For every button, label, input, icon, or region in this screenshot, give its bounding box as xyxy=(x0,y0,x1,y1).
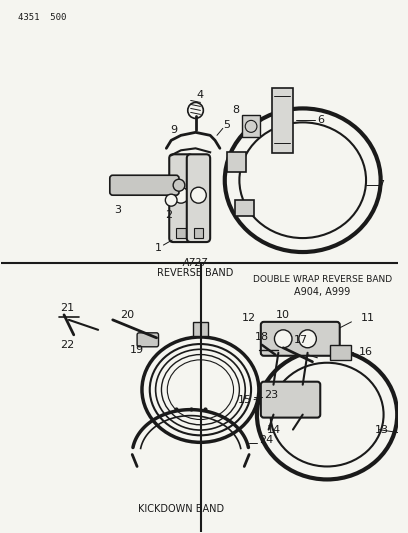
Text: 4: 4 xyxy=(197,91,204,100)
Text: 5: 5 xyxy=(223,120,230,131)
Text: 6: 6 xyxy=(317,115,324,125)
FancyBboxPatch shape xyxy=(242,116,260,138)
FancyBboxPatch shape xyxy=(261,382,320,417)
Circle shape xyxy=(173,187,189,203)
FancyBboxPatch shape xyxy=(169,154,193,242)
Text: 7: 7 xyxy=(377,180,384,190)
Text: 8: 8 xyxy=(232,106,239,116)
FancyBboxPatch shape xyxy=(110,175,179,195)
Text: A904, A999: A904, A999 xyxy=(294,287,350,297)
Text: 21: 21 xyxy=(60,303,74,313)
FancyBboxPatch shape xyxy=(187,154,210,242)
Text: 13: 13 xyxy=(375,425,388,434)
FancyBboxPatch shape xyxy=(330,345,351,360)
Text: A727: A727 xyxy=(183,258,208,268)
Text: 23: 23 xyxy=(264,390,278,400)
Text: 19: 19 xyxy=(130,345,144,355)
Text: REVERSE BAND: REVERSE BAND xyxy=(157,268,234,278)
FancyBboxPatch shape xyxy=(261,322,340,356)
Text: 11: 11 xyxy=(361,313,375,323)
Text: 18: 18 xyxy=(255,332,269,342)
Text: 16: 16 xyxy=(359,347,373,357)
FancyBboxPatch shape xyxy=(194,228,203,238)
FancyBboxPatch shape xyxy=(193,322,208,336)
FancyBboxPatch shape xyxy=(227,152,246,172)
Text: 12: 12 xyxy=(242,313,256,323)
Text: DOUBLE WRAP REVERSE BAND: DOUBLE WRAP REVERSE BAND xyxy=(253,276,392,285)
Text: 24: 24 xyxy=(259,434,273,445)
Text: 15: 15 xyxy=(238,394,252,405)
Text: 9: 9 xyxy=(171,125,177,135)
Text: 10: 10 xyxy=(276,310,290,320)
Text: 2: 2 xyxy=(165,210,172,220)
Text: 17: 17 xyxy=(294,335,308,345)
Circle shape xyxy=(173,179,185,191)
Text: 4351  500: 4351 500 xyxy=(18,13,67,22)
Text: 14: 14 xyxy=(266,425,281,434)
FancyBboxPatch shape xyxy=(176,228,186,238)
Text: KICKDOWN BAND: KICKDOWN BAND xyxy=(138,504,224,514)
Text: 3: 3 xyxy=(114,205,121,215)
Text: 20: 20 xyxy=(120,310,134,320)
FancyBboxPatch shape xyxy=(137,333,159,347)
Circle shape xyxy=(191,187,206,203)
Text: 22: 22 xyxy=(60,340,74,350)
FancyBboxPatch shape xyxy=(272,88,293,154)
Circle shape xyxy=(165,194,177,206)
FancyBboxPatch shape xyxy=(235,200,254,216)
Circle shape xyxy=(299,330,316,348)
Text: 1: 1 xyxy=(155,243,162,253)
Circle shape xyxy=(275,330,292,348)
